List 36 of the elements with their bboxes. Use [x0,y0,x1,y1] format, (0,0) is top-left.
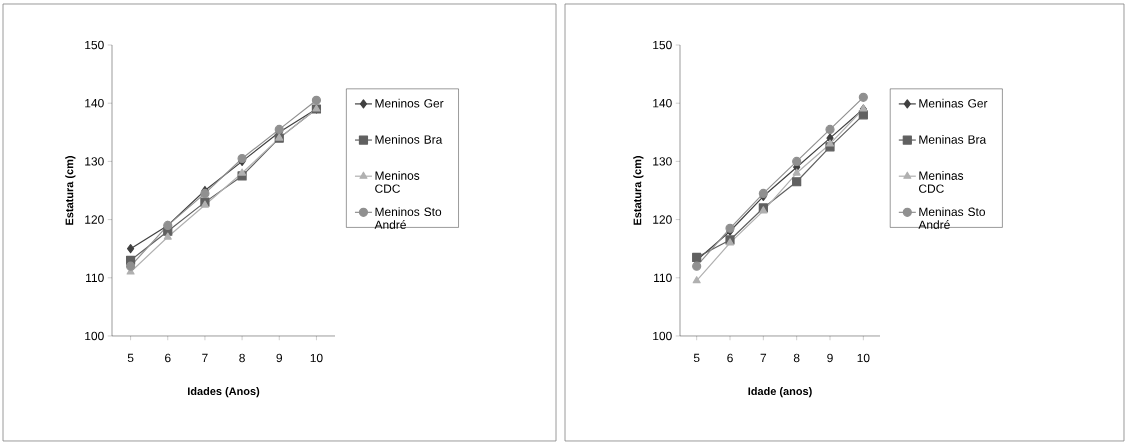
y-tick-label: 130 [85,157,104,166]
y-tick-label: 100 [653,331,672,341]
legend-label: Meninas Sto André [918,207,986,229]
legend-label: Meninos CDC [375,171,420,193]
x-axis-title: Idades (Anos) [188,387,260,398]
x-tick-label: 7 [760,353,767,362]
x-tick-label: 10 [857,353,870,363]
x-tick-label: 5 [693,353,700,363]
x-tick-label: 9 [827,353,833,363]
legend-label: Meninos Bra [375,134,443,144]
y-axis-title: Estatura (cm) [633,156,644,225]
y-tick-label: 150 [653,40,672,50]
y-tick-label: 130 [653,157,672,166]
x-tick-label: 8 [239,353,245,363]
y-axis-title: Estatura (cm) [65,156,76,225]
legend-label: Meninas CDC [919,171,964,193]
x-tick-label: 8 [793,353,800,363]
legend-label: Meninas Bra [919,134,987,144]
y-tick-label: 150 [85,40,104,50]
x-tick-label: 7 [202,353,208,362]
legend-label: Meninos Ger [375,98,444,108]
legend-label: Meninos Sto André [374,207,442,229]
x-axis-title: Idade (anos) [748,387,812,398]
y-tick-label: 110 [654,273,672,283]
x-tick-label: 10 [310,353,323,363]
x-tick-label: 6 [165,353,171,363]
y-tick-label: 100 [85,331,104,341]
x-tick-label: 5 [127,353,134,363]
x-tick-label: 6 [727,353,733,363]
x-tick-label: 9 [276,353,283,363]
y-tick-label: 110 [86,273,104,283]
legend-label: Meninas Ger [919,98,988,108]
y-tick-label: 120 [85,215,104,224]
y-tick-label: 120 [653,215,672,224]
y-tick-label: 140 [85,98,104,108]
y-tick-label: 140 [653,98,672,108]
